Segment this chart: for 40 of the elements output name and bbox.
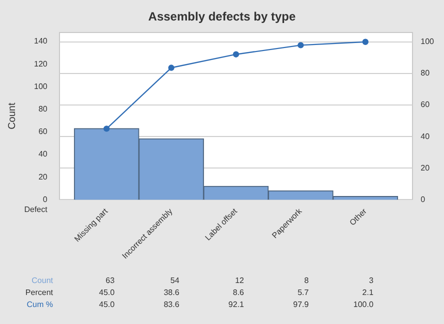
text: 8.6 bbox=[232, 288, 245, 298]
data-label: 8 bbox=[304, 276, 310, 286]
data-label: 100.0 bbox=[353, 300, 374, 310]
y2-tick-label: 60 bbox=[420, 100, 430, 110]
text: 38.6 bbox=[164, 288, 180, 298]
chart-title: Assembly defects by type bbox=[148, 10, 296, 24]
y-axis-title: Count bbox=[6, 102, 18, 130]
y-tick-label: 20 bbox=[38, 172, 48, 182]
data-label: 63 bbox=[106, 276, 116, 286]
text: Count bbox=[32, 276, 54, 286]
data-label: 97.9 bbox=[293, 300, 310, 310]
data-label: 12 bbox=[235, 276, 245, 286]
text: Percent bbox=[25, 288, 54, 298]
point bbox=[298, 42, 304, 48]
data-label: 45.0 bbox=[99, 300, 116, 310]
y-tick-label: 120 bbox=[34, 59, 48, 68]
data-label: 92.1 bbox=[228, 300, 245, 310]
point bbox=[232, 51, 240, 58]
text: 45.0 bbox=[99, 288, 116, 298]
y-tick-label: 60 bbox=[38, 127, 48, 136]
data-label: 54 bbox=[170, 276, 180, 286]
y-tick-label: 140 bbox=[34, 36, 48, 46]
y2-tick-label: 40 bbox=[420, 132, 430, 141]
y2-tick-label: 20 bbox=[420, 163, 430, 172]
x-axis-title: Defect bbox=[24, 204, 48, 214]
data-label: 83.6 bbox=[164, 300, 180, 310]
y2-tick-label: 80 bbox=[420, 68, 430, 78]
y2-tick-label: 100 bbox=[420, 37, 435, 46]
text: 2.1 bbox=[362, 288, 374, 298]
point bbox=[168, 64, 174, 71]
y-tick-label: 100 bbox=[34, 82, 48, 91]
y-tick-label: 80 bbox=[38, 104, 48, 114]
data-label: 3 bbox=[368, 276, 374, 286]
text: Cum % bbox=[26, 300, 53, 310]
y-tick-label: 0 bbox=[42, 194, 48, 204]
y-tick-label: 40 bbox=[38, 150, 48, 159]
y2-tick-label: 0 bbox=[420, 194, 426, 204]
text: 5.7 bbox=[298, 288, 310, 298]
point bbox=[103, 126, 110, 132]
point bbox=[362, 38, 369, 45]
